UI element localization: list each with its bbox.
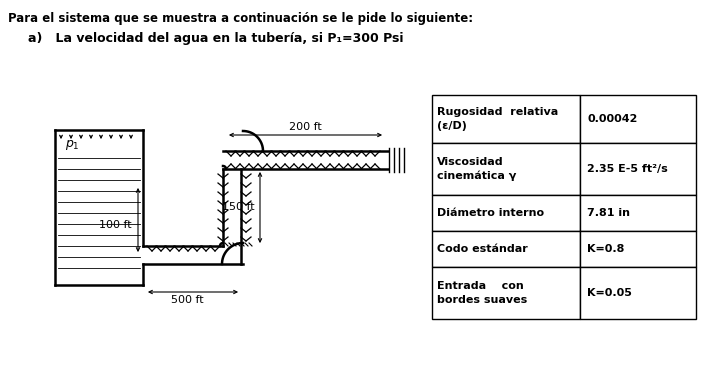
Text: 100 ft: 100 ft: [100, 220, 132, 230]
Text: Codo estándar: Codo estándar: [437, 244, 528, 254]
Bar: [580, 267, 696, 319]
Text: Diámetro interno: Diámetro interno: [437, 208, 544, 218]
Bar: [432, 95, 580, 143]
Text: K=0.05: K=0.05: [587, 288, 632, 298]
Bar: [580, 231, 696, 267]
Bar: [432, 143, 580, 195]
Text: Viscosidad
cinemática γ: Viscosidad cinemática γ: [437, 157, 516, 182]
Bar: [432, 267, 580, 319]
Text: 2.35 E-5 ft²/s: 2.35 E-5 ft²/s: [587, 164, 668, 174]
Text: a)   La velocidad del agua en la tubería, si P₁=300 Psi: a) La velocidad del agua en la tubería, …: [28, 32, 404, 45]
Text: K=0.8: K=0.8: [587, 244, 624, 254]
Text: $p_1$: $p_1$: [65, 138, 80, 152]
Bar: [432, 195, 580, 231]
Text: 0.00042: 0.00042: [587, 114, 638, 124]
Bar: [432, 231, 580, 267]
Text: Para el sistema que se muestra a continuación se le pide lo siguiente:: Para el sistema que se muestra a continu…: [8, 12, 473, 25]
Bar: [580, 95, 696, 143]
Text: 200 ft: 200 ft: [289, 122, 322, 132]
Text: 150 ft: 150 ft: [222, 202, 255, 213]
Text: Rugosidad  relativa
(ε/D): Rugosidad relativa (ε/D): [437, 107, 558, 131]
Text: 7.81 in: 7.81 in: [587, 208, 630, 218]
Text: Entrada    con
bordes suaves: Entrada con bordes suaves: [437, 281, 527, 305]
Bar: [580, 195, 696, 231]
Text: 500 ft: 500 ft: [171, 295, 204, 305]
Bar: [580, 143, 696, 195]
